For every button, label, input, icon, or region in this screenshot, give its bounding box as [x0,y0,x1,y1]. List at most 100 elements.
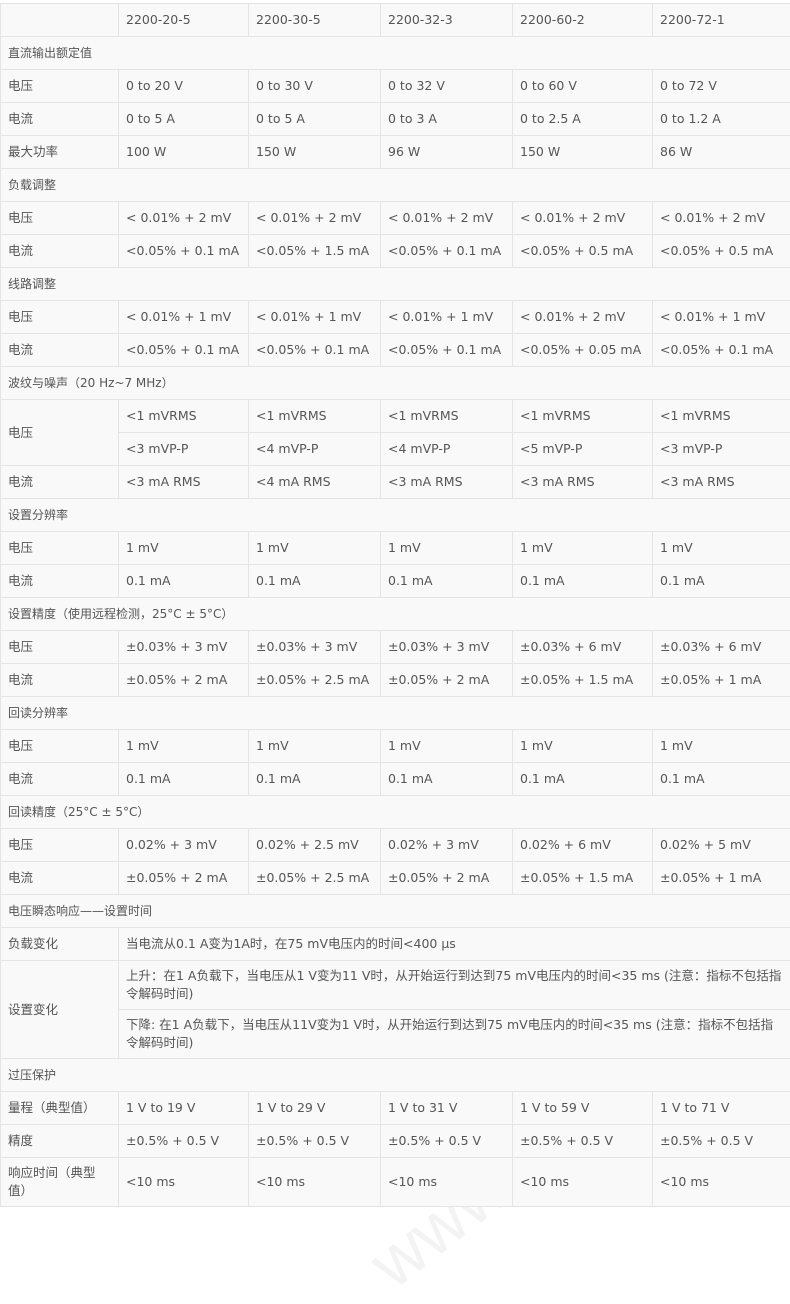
spec-value: ±0.03% + 3 mV [119,631,249,664]
spec-value: 0.1 mA [249,763,381,796]
spec-value: 1 mV [513,532,653,565]
section-title: 波纹与噪声（20 Hz~7 MHz） [1,367,790,400]
section-title: 回读精度（25°C ± 5°C） [1,796,790,829]
spec-value: 0.02% + 2.5 mV [249,829,381,862]
row-label: 电压 [1,829,119,862]
row-label: 电流 [1,103,119,136]
spec-value: 0 to 3 A [381,103,513,136]
row-label: 电流 [1,565,119,598]
model-header: 2200-30-5 [249,4,381,37]
section-title: 直流输出额定值 [1,37,790,70]
section-title: 设置精度（使用远程检测，25°C ± 5°C） [1,598,790,631]
spec-value: <0.05% + 0.1 mA [249,334,381,367]
spec-value: < 0.01% + 2 mV [249,202,381,235]
spec-text: 下降: 在1 A负载下，当电压从11V变为1 V时，从开始运行到达到75 mV电… [119,1010,790,1059]
spec-value: <0.05% + 0.1 mA [381,334,513,367]
spec-value: 100 W [119,136,249,169]
row-label: 电流 [1,334,119,367]
row-label: 电压 [1,631,119,664]
spec-value: <3 mVP-P [653,433,790,466]
row-label: 电流 [1,235,119,268]
spec-value: ±0.5% + 0.5 V [119,1125,249,1158]
table-row: 电压±0.03% + 3 mV±0.03% + 3 mV±0.03% + 3 m… [1,631,790,664]
row-label: 最大功率 [1,136,119,169]
row-label: 负载变化 [1,928,119,961]
spec-value: <1 mVRMS [119,400,249,433]
spec-value: <4 mA RMS [249,466,381,499]
spec-value: ±0.05% + 1 mA [653,862,790,895]
spec-value: 0.1 mA [513,565,653,598]
spec-value: 96 W [381,136,513,169]
spec-value: <4 mVP-P [381,433,513,466]
spec-value: <10 ms [119,1158,249,1207]
spec-value: <10 ms [653,1158,790,1207]
spec-value: < 0.01% + 2 mV [513,202,653,235]
table-row: 电流±0.05% + 2 mA±0.05% + 2.5 mA±0.05% + 2… [1,862,790,895]
spec-value: 0 to 32 V [381,70,513,103]
spec-value: <3 mA RMS [381,466,513,499]
section-row: 设置分辨率 [1,499,790,532]
spec-value: 0 to 5 A [249,103,381,136]
spec-value: ±0.05% + 2 mA [119,862,249,895]
spec-value: 0.02% + 3 mV [119,829,249,862]
spec-value: 1 V to 19 V [119,1092,249,1125]
spec-value: ±0.03% + 6 mV [513,631,653,664]
spec-value: <5 mVP-P [513,433,653,466]
spec-value: 86 W [653,136,790,169]
spec-value: ±0.5% + 0.5 V [381,1125,513,1158]
table-row: 电流<3 mA RMS<4 mA RMS<3 mA RMS<3 mA RMS<3… [1,466,790,499]
spec-value: <4 mVP-P [249,433,381,466]
spec-value: ±0.05% + 2 mA [119,664,249,697]
spec-value: <0.05% + 1.5 mA [249,235,381,268]
table-row: 电流<0.05% + 0.1 mA<0.05% + 1.5 mA<0.05% +… [1,235,790,268]
spec-value: 1 mV [249,730,381,763]
row-label: 电压 [1,532,119,565]
spec-value: 0.1 mA [653,565,790,598]
spec-value: 0.02% + 5 mV [653,829,790,862]
spec-value: 150 W [249,136,381,169]
table-row: 负载变化当电流从0.1 A变为1A时，在75 mV电压内的时间<400 μs [1,928,790,961]
spec-value: 1 V to 31 V [381,1092,513,1125]
table-row: 电压< 0.01% + 1 mV< 0.01% + 1 mV< 0.01% + … [1,301,790,334]
spec-value: ±0.03% + 6 mV [653,631,790,664]
spec-value: 1 mV [653,532,790,565]
row-label: 电流 [1,664,119,697]
spec-value: <0.05% + 0.05 mA [513,334,653,367]
spec-value: 1 mV [249,532,381,565]
spec-value: <3 mVP-P [119,433,249,466]
spec-text: 上升：在1 A负载下，当电压从1 V变为11 V时，从开始运行到达到75 mV电… [119,961,790,1010]
spec-value: <0.05% + 0.1 mA [653,334,790,367]
section-title: 过压保护 [1,1059,790,1092]
section-row: 回读精度（25°C ± 5°C） [1,796,790,829]
spec-value: 1 mV [119,532,249,565]
spec-value: <0.05% + 0.5 mA [653,235,790,268]
section-title: 线路调整 [1,268,790,301]
table-row: 下降: 在1 A负载下，当电压从11V变为1 V时，从开始运行到达到75 mV电… [1,1010,790,1059]
row-label: 电压 [1,730,119,763]
row-label: 响应时间（典型值） [1,1158,119,1207]
spec-value: 0.1 mA [119,565,249,598]
spec-value: <3 mA RMS [119,466,249,499]
spec-value: 0.1 mA [381,763,513,796]
row-label: 电压 [1,70,119,103]
spec-value: 0 to 5 A [119,103,249,136]
spec-value: < 0.01% + 1 mV [119,301,249,334]
spec-value: 1 mV [119,730,249,763]
spec-value: ±0.5% + 0.5 V [653,1125,790,1158]
spec-value: 0 to 20 V [119,70,249,103]
section-row: 过压保护 [1,1059,790,1092]
row-label: 电压 [1,400,119,466]
spec-value: 0.1 mA [653,763,790,796]
spec-value: ±0.5% + 0.5 V [249,1125,381,1158]
section-title: 电压瞬态响应——设置时间 [1,895,790,928]
section-row: 波纹与噪声（20 Hz~7 MHz） [1,367,790,400]
